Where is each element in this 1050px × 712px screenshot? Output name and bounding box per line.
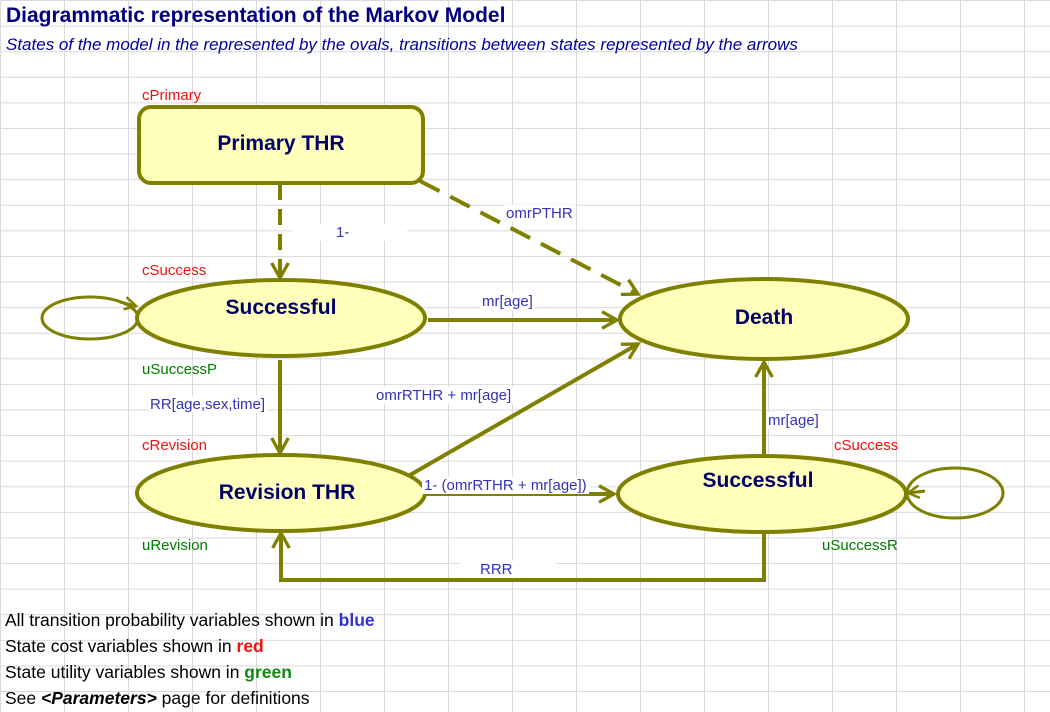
arrow-revision-to-death	[409, 342, 638, 477]
arrow-primary-to-death	[419, 179, 638, 294]
transition-label-successful-to-death: mr[age]	[480, 293, 535, 310]
page-title: Diagrammatic representation of the Marko…	[6, 4, 506, 27]
state-label-successful-1: Successful	[225, 296, 337, 319]
self-loop-successful2	[905, 466, 1005, 520]
utility-var-revision: uRevision	[142, 537, 208, 554]
arrow-successful2-to-revision	[281, 531, 766, 582]
transition-label-revision-to-death: omrRTHR + mr[age]	[374, 387, 514, 404]
utility-var-successful-1: uSuccessP	[142, 361, 218, 378]
legend-transition-note: All transition probability variables sho…	[5, 610, 375, 630]
transition-label-revision-to-successful: 1- (omrRTHR + mr[age])	[422, 477, 589, 494]
page-subtitle: States of the model in the represented b…	[6, 35, 798, 54]
state-label-successful-2: Successful	[702, 469, 814, 492]
state-successful-2	[616, 454, 908, 534]
legend-parameters-note: See <Parameters> page for definitions	[5, 688, 310, 708]
transition-label-successful-to-revision: RR[age,sex,time]	[148, 396, 268, 413]
state-label-primary: Primary THR	[217, 132, 345, 155]
parameters-page-reference: <Parameters>	[41, 688, 157, 708]
cost-var-successful-2: cSuccess	[834, 437, 899, 454]
legend-red-word: red	[236, 636, 264, 656]
cost-var-primary: cPrimary	[142, 87, 202, 104]
state-label-death: Death	[734, 306, 794, 329]
state-death	[618, 277, 910, 361]
transition-label-primary-to-death: omrPTHR	[504, 205, 575, 222]
transition-label-successful2-to-revision: RRR	[460, 561, 557, 578]
legend-green-word: green	[244, 662, 292, 682]
self-loop-successful1-head	[119, 302, 136, 306]
state-primary-thr	[137, 105, 425, 185]
legend-utility-note: State utility variables shown in green	[5, 662, 292, 682]
cost-var-successful-1: cSuccess	[142, 262, 207, 279]
legend-cost-note: State cost variables shown in red	[5, 636, 264, 656]
utility-var-successful-2: uSuccessR	[822, 537, 898, 554]
self-loop-successful2-head	[908, 491, 926, 493]
legend-blue-word: blue	[338, 610, 375, 630]
states	[135, 105, 910, 534]
state-successful-1	[135, 278, 427, 358]
transition-label-primary-to-successful: 1-	[292, 224, 408, 241]
state-label-revision: Revision THR	[218, 481, 356, 504]
cost-var-revision: cRevision	[142, 437, 208, 454]
transition-label-successful2-to-death: mr[age]	[766, 412, 821, 429]
